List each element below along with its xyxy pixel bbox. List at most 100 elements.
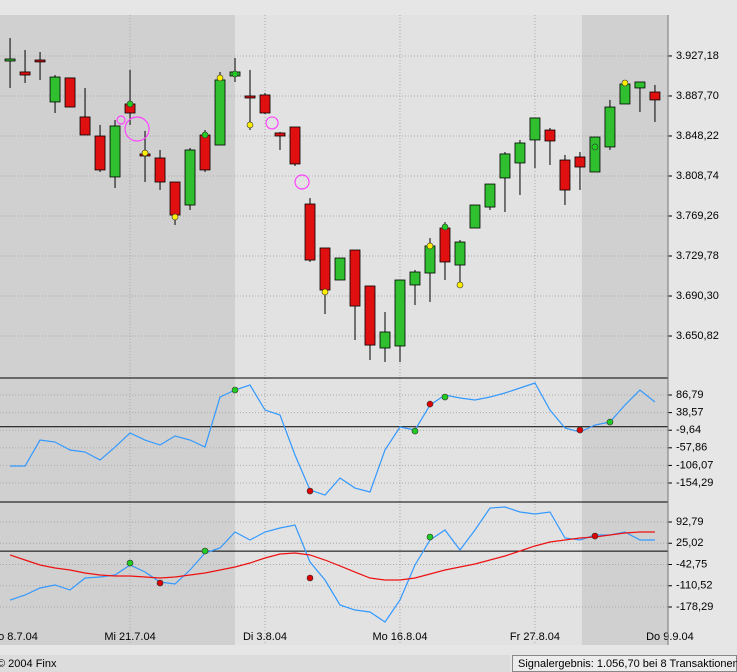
candle-body xyxy=(49,76,61,103)
candle-body xyxy=(154,157,166,183)
y-tick-label: 3.769,26 xyxy=(676,210,719,222)
candle-body xyxy=(379,331,391,349)
series-line xyxy=(9,506,655,623)
candle-body xyxy=(79,116,91,136)
signal-marker xyxy=(321,288,329,296)
signal-circle xyxy=(124,116,150,142)
x-tick-label: Fr 27.8.04 xyxy=(510,631,560,643)
candle-body xyxy=(439,227,451,263)
x-tick-label: Mo 16.8.04 xyxy=(372,631,427,643)
candle-body xyxy=(589,136,601,173)
signal-marker xyxy=(246,121,254,129)
y-tick-label: 38,57 xyxy=(676,407,704,419)
series-line xyxy=(9,531,655,581)
candle-body xyxy=(169,181,181,216)
candle-body xyxy=(364,285,376,346)
y-tick-label: -178,29 xyxy=(676,601,713,613)
candle-body xyxy=(64,77,76,108)
candle-body xyxy=(619,83,631,105)
y-tick-label: 3.729,78 xyxy=(676,250,719,262)
candle-body xyxy=(634,81,646,89)
candle-body xyxy=(334,257,346,281)
candle-body xyxy=(409,271,421,286)
candle-body xyxy=(244,95,256,99)
candle-body xyxy=(34,59,46,63)
signal-marker xyxy=(306,487,314,495)
signal-marker xyxy=(591,532,599,540)
y-tick-label: 3.650,82 xyxy=(676,330,719,342)
signal-marker xyxy=(426,242,434,250)
signal-circle xyxy=(116,115,126,125)
signal-marker xyxy=(426,533,434,541)
x-tick-label: Do 9.9.04 xyxy=(646,631,694,643)
signal-marker xyxy=(231,386,239,394)
x-tick-label: Do 8.7.04 xyxy=(0,631,38,643)
signal-marker xyxy=(126,559,134,567)
y-tick-label: 25,02 xyxy=(676,537,704,549)
signal-result: Signalergebnis: 1.056,70 bei 8 Transakti… xyxy=(518,658,737,670)
signal-marker xyxy=(201,547,209,555)
y-tick-label: 3.690,30 xyxy=(676,290,719,302)
copyright: © 2004 Finx xyxy=(0,658,57,670)
signal-circle xyxy=(294,174,310,190)
series-line xyxy=(10,382,656,496)
candle-body xyxy=(319,247,331,291)
candle-body xyxy=(289,126,301,165)
y-tick-label: 92,79 xyxy=(676,516,704,528)
signal-marker xyxy=(621,79,629,87)
signal-circle xyxy=(265,116,279,130)
candle-body xyxy=(424,245,436,274)
signal-marker xyxy=(156,579,164,587)
candle-body xyxy=(19,71,31,76)
signal-marker xyxy=(456,281,464,289)
signal-marker xyxy=(441,393,449,401)
signal-marker xyxy=(591,143,599,151)
y-tick-label: -110,52 xyxy=(676,580,713,592)
shaded-range xyxy=(0,15,236,645)
candle-body xyxy=(394,279,406,347)
candle-body xyxy=(559,159,571,191)
candle-body xyxy=(604,106,616,148)
candle-body xyxy=(304,203,316,261)
signal-marker xyxy=(441,223,449,231)
candle-body xyxy=(4,58,16,62)
signal-marker xyxy=(216,74,224,82)
x-tick-label: Mi 21.7.04 xyxy=(104,631,155,643)
candle-body xyxy=(214,79,226,146)
candle-body xyxy=(469,204,481,229)
candle-body xyxy=(514,142,526,164)
signal-marker xyxy=(306,574,314,582)
candle-body xyxy=(454,241,466,266)
signal-marker xyxy=(606,418,614,426)
candle-body xyxy=(349,249,361,307)
candle-body xyxy=(484,183,496,208)
candle-body xyxy=(109,125,121,178)
signal-marker xyxy=(231,70,239,78)
y-tick-label: 3.927,18 xyxy=(676,50,719,62)
signal-marker xyxy=(576,426,584,434)
candle-body xyxy=(184,149,196,206)
candle-body xyxy=(94,135,106,171)
candle-body xyxy=(499,153,511,179)
y-tick-label: 3.848,22 xyxy=(676,130,719,142)
candle-body xyxy=(649,91,661,101)
y-tick-label: -106,07 xyxy=(676,459,713,471)
y-tick-label: -42,75 xyxy=(676,558,707,570)
y-tick-label: -9,64 xyxy=(676,424,701,436)
candle-body xyxy=(544,129,556,142)
status-bar xyxy=(0,655,510,672)
signal-marker xyxy=(171,213,179,221)
y-tick-label: 3.808,74 xyxy=(676,170,719,182)
candle-body xyxy=(574,156,586,168)
y-tick-label: 86,79 xyxy=(676,389,704,401)
candle-body xyxy=(199,134,211,171)
signal-marker xyxy=(411,427,419,435)
signal-marker xyxy=(141,149,149,157)
candle-body xyxy=(274,132,286,137)
candle-body xyxy=(259,94,271,114)
x-tick-label: Di 3.8.04 xyxy=(243,631,287,643)
signal-marker xyxy=(426,400,434,408)
y-tick-label: -154,29 xyxy=(676,477,713,489)
